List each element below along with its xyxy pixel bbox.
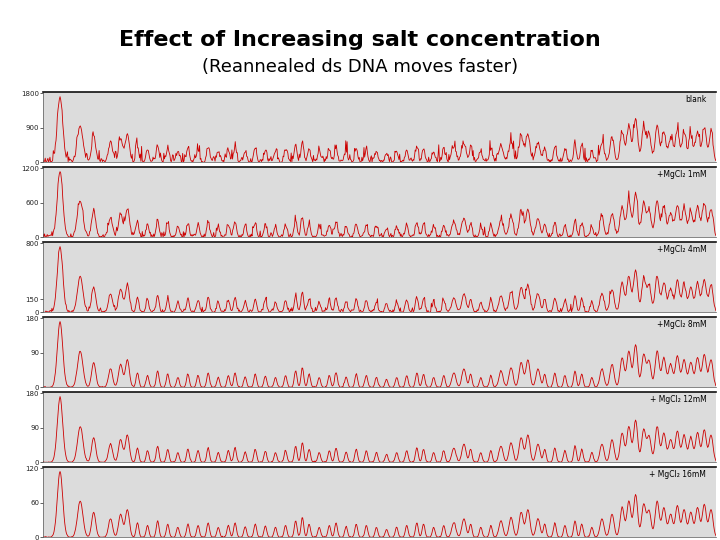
Text: +MgCl₂ 1mM: +MgCl₂ 1mM xyxy=(657,170,706,179)
Text: +MgCl₂ 4mM: +MgCl₂ 4mM xyxy=(657,245,706,254)
Text: blank: blank xyxy=(685,96,706,104)
Text: +MgCl₂ 8mM: +MgCl₂ 8mM xyxy=(657,320,706,329)
Text: (Reannealed ds DNA moves faster): (Reannealed ds DNA moves faster) xyxy=(202,58,518,77)
Text: + MgCl₂ 16mM: + MgCl₂ 16mM xyxy=(649,470,706,479)
Text: Effect of Increasing salt concentration: Effect of Increasing salt concentration xyxy=(119,30,601,51)
Text: + MgCl₂ 12mM: + MgCl₂ 12mM xyxy=(649,395,706,404)
